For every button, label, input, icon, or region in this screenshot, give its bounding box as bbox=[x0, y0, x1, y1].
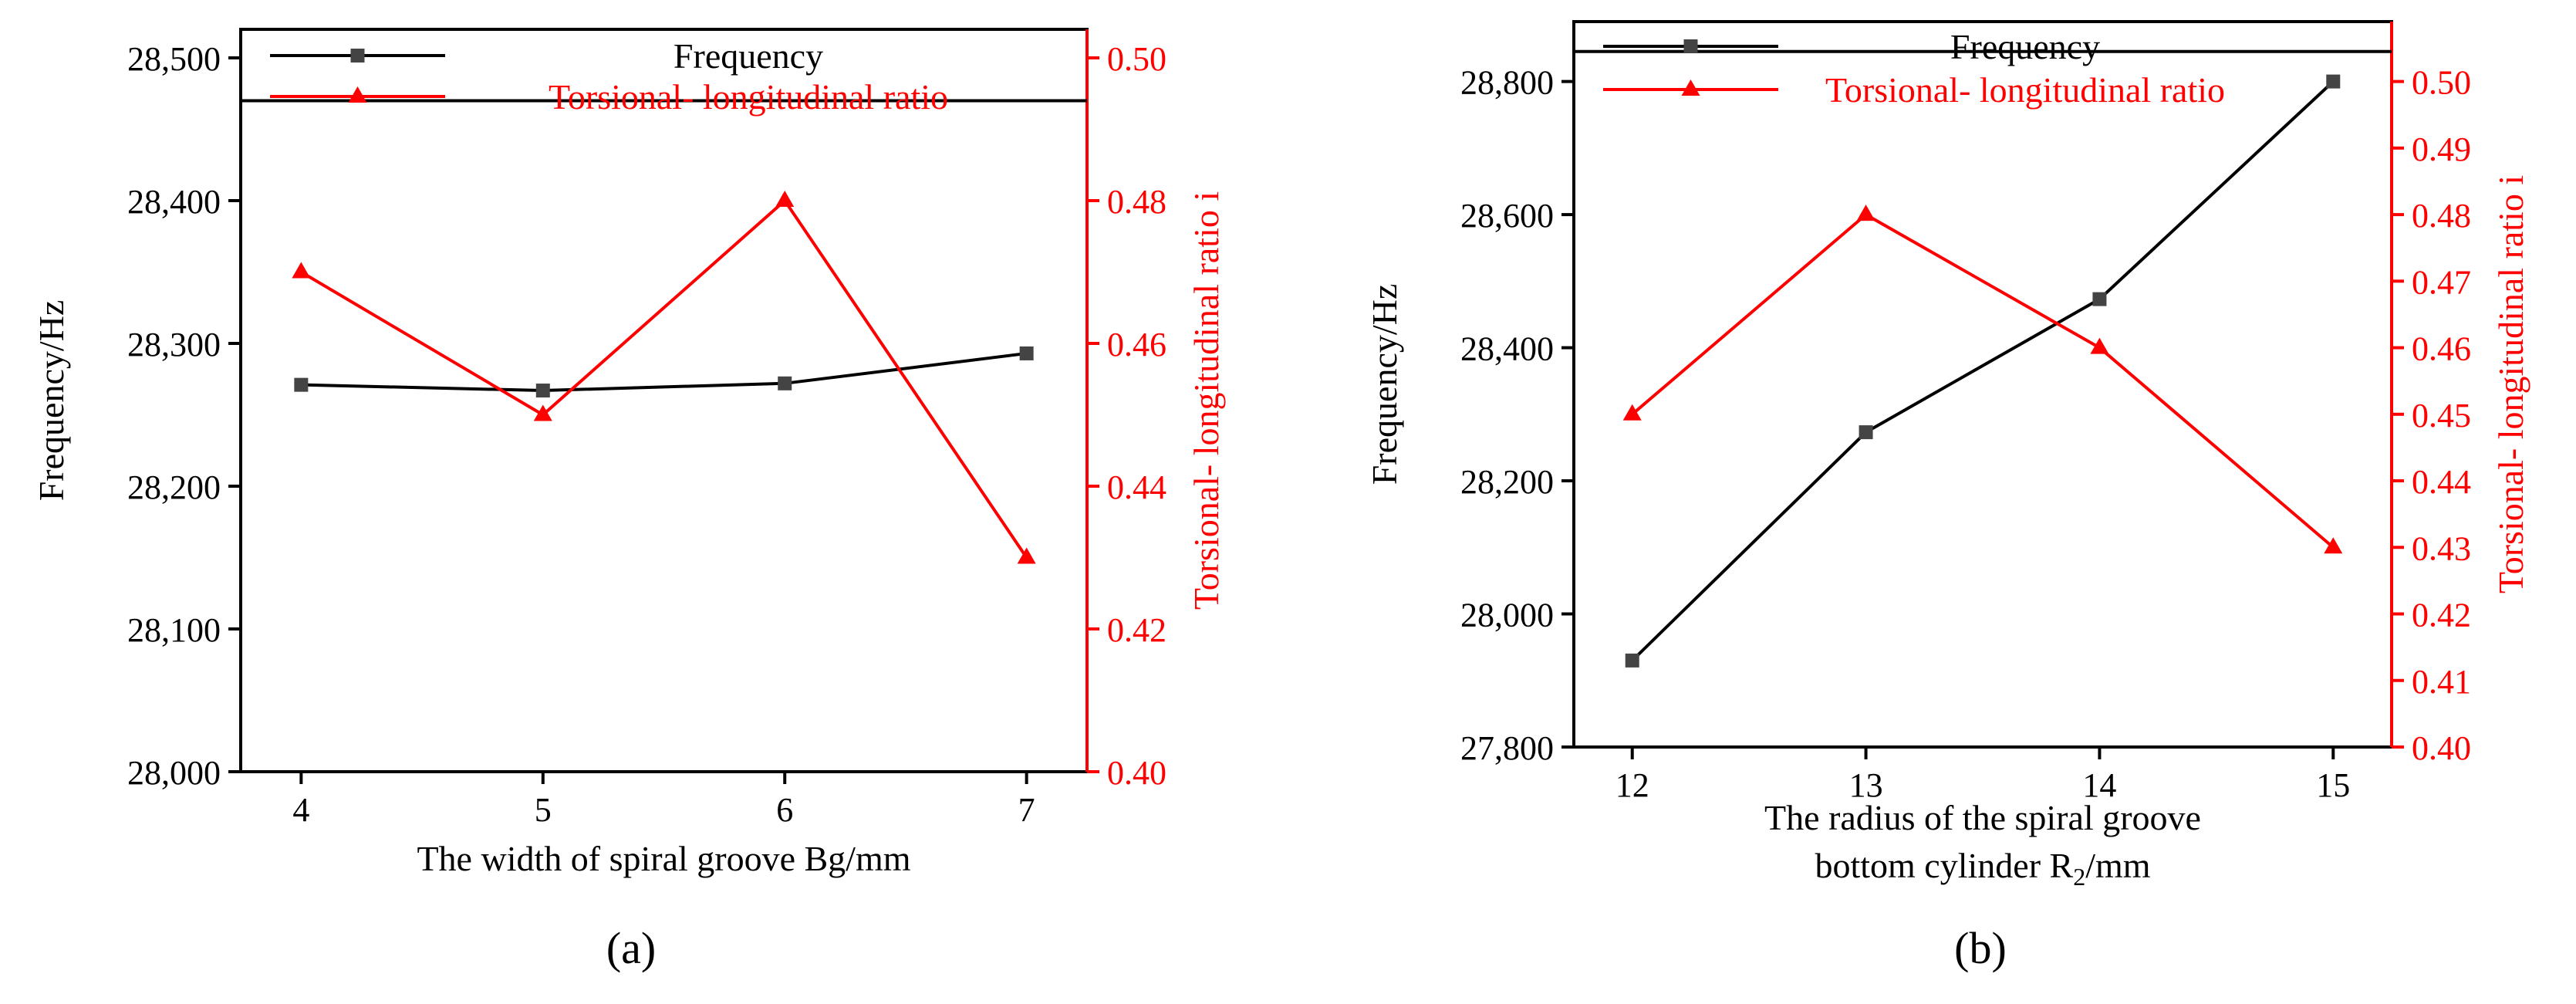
right-tick-label: 0.44 bbox=[1107, 468, 1166, 506]
left-tick-label: 28,100 bbox=[127, 611, 221, 649]
left-tick-label: 27,800 bbox=[1460, 729, 1554, 767]
x-tick-label: 15 bbox=[2316, 766, 2350, 804]
left-tick-label: 28,200 bbox=[1460, 463, 1554, 501]
x-axis-label-line1: The radius of the spiral groove bbox=[1764, 798, 2201, 837]
right-tick-label: 0.46 bbox=[2412, 330, 2471, 368]
x-axis-label: The width of spiral groove Bg/mm bbox=[417, 839, 910, 878]
right-tick-label: 0.48 bbox=[2412, 197, 2471, 235]
y-axis-label-right: Torsional- longitudinal ratio i bbox=[1187, 191, 1226, 610]
right-tick-label: 0.41 bbox=[2412, 663, 2471, 701]
x-tick-label: 7 bbox=[1018, 791, 1035, 829]
right-tick-label: 0.45 bbox=[2412, 397, 2471, 434]
data-point-frequency bbox=[1019, 346, 1034, 360]
left-tick-label: 28,800 bbox=[1460, 64, 1554, 102]
x-axis-label-subscript: 2 bbox=[2073, 863, 2085, 891]
legend-marker-square bbox=[350, 49, 365, 63]
legend-label-frequency: Frequency bbox=[1950, 27, 2100, 66]
data-point-frequency bbox=[778, 376, 792, 390]
data-point-frequency bbox=[535, 384, 550, 398]
left-tick-label: 28,600 bbox=[1460, 197, 1554, 235]
data-point-frequency bbox=[2092, 292, 2107, 306]
data-point-frequency bbox=[294, 377, 309, 392]
x-tick-label: 12 bbox=[1615, 766, 1649, 804]
chart-b: 27,800 28,000 28,200 28,400 28,600 28,800 0.40… bbox=[1365, 20, 2530, 973]
data-point-ratio bbox=[1017, 547, 1036, 564]
left-tick-label: 28,000 bbox=[1460, 597, 1554, 634]
panel-label: (b) bbox=[1954, 923, 2007, 973]
right-tick-label: 0.40 bbox=[1107, 754, 1166, 792]
data-point-ratio bbox=[2324, 537, 2343, 554]
data-point-ratio bbox=[775, 191, 795, 207]
left-tick-label: 28,300 bbox=[127, 326, 221, 363]
x-axis-label-unit: /mm bbox=[2085, 846, 2151, 885]
right-tick-label: 0.50 bbox=[1107, 40, 1166, 78]
y-axis-label-right: Torsional- longitudinal ratio i bbox=[2491, 175, 2530, 593]
plot-frame bbox=[1572, 20, 2393, 749]
right-tick-label: 0.42 bbox=[2412, 597, 2471, 634]
legend-marker-triangle bbox=[1681, 79, 1700, 96]
series-line-frequency bbox=[1631, 80, 2335, 662]
right-tick-label: 0.40 bbox=[2412, 729, 2471, 767]
legend-marker-triangle bbox=[348, 86, 367, 103]
data-point-ratio bbox=[1622, 404, 1642, 421]
series-line-ratio bbox=[1631, 212, 2335, 549]
left-tick-label: 28,400 bbox=[1460, 330, 1554, 368]
legend-marker-square bbox=[1683, 39, 1698, 53]
x-tick-label: 5 bbox=[535, 791, 552, 829]
data-point-frequency bbox=[1859, 425, 1873, 440]
chart-a: 28,000 28,100 28,200 28,300 28,400 28,500 0.40… bbox=[32, 28, 1226, 973]
legend-label-ratio: Torsional- longitudinal ratio bbox=[549, 77, 948, 117]
legend-label-ratio: Torsional- longitudinal ratio bbox=[1825, 70, 2225, 110]
left-tick-label: 28,400 bbox=[127, 183, 221, 221]
y-axis-label-left: Frequency/Hz bbox=[32, 300, 71, 502]
x-axis-label-line2: bottom cylinder R2/mm bbox=[1815, 846, 2150, 891]
left-tick-label: 28,200 bbox=[127, 468, 221, 506]
series-line-ratio bbox=[300, 198, 1028, 559]
data-point-ratio bbox=[533, 404, 552, 421]
right-tick-label: 0.50 bbox=[2412, 64, 2471, 102]
left-tick-label: 28,000 bbox=[127, 754, 221, 792]
data-point-ratio bbox=[292, 262, 311, 279]
x-axis-label-text: bottom cylinder R bbox=[1815, 846, 2073, 885]
right-tick-label: 0.48 bbox=[1107, 183, 1166, 221]
series-line-frequency bbox=[301, 351, 1027, 393]
x-tick-label: 4 bbox=[292, 791, 309, 829]
data-point-frequency bbox=[2326, 74, 2341, 89]
plot-frame bbox=[239, 28, 1089, 773]
left-tick-label: 28,500 bbox=[127, 40, 221, 78]
legend-label-frequency: Frequency bbox=[674, 36, 823, 76]
right-tick-label: 0.46 bbox=[1107, 326, 1166, 363]
y-axis-label-left: Frequency/Hz bbox=[1365, 284, 1404, 485]
right-tick-label: 0.49 bbox=[2412, 130, 2471, 168]
right-tick-label: 0.47 bbox=[2412, 263, 2471, 301]
data-point-ratio bbox=[2090, 337, 2109, 354]
x-tick-label: 6 bbox=[776, 791, 793, 829]
panel-label: (a) bbox=[606, 923, 656, 973]
right-tick-label: 0.44 bbox=[2412, 463, 2471, 501]
right-tick-label: 0.43 bbox=[2412, 529, 2471, 567]
x-tick-label: 14 bbox=[2082, 766, 2116, 804]
right-tick-label: 0.42 bbox=[1107, 611, 1166, 649]
data-point-frequency bbox=[1625, 653, 1639, 668]
data-point-ratio bbox=[1856, 205, 1875, 221]
x-tick-label: 13 bbox=[1849, 766, 1883, 804]
